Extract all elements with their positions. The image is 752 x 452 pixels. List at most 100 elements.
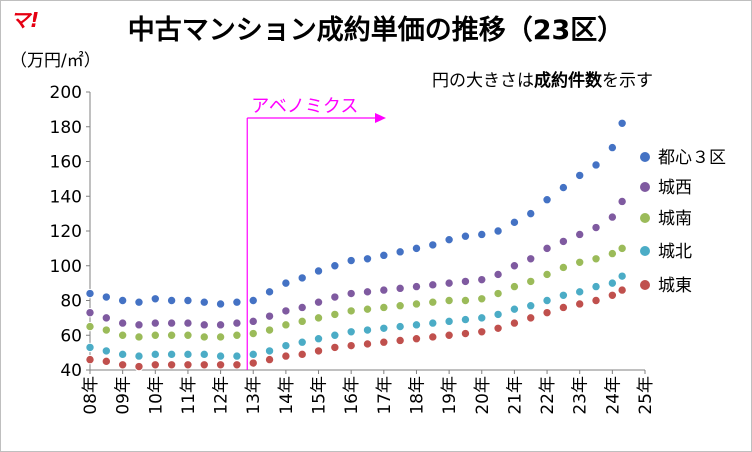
legend-label: 城南 — [658, 209, 692, 229]
data-point — [281, 278, 291, 288]
data-point — [150, 294, 160, 304]
data-point — [117, 360, 128, 370]
data-point — [248, 358, 258, 368]
data-point — [379, 323, 389, 333]
data-point — [183, 295, 193, 306]
y-tick-label: 60 — [60, 326, 82, 346]
data-point — [183, 330, 193, 340]
data-point — [330, 309, 340, 320]
data-point — [134, 361, 144, 372]
data-point — [101, 356, 112, 367]
data-point — [183, 318, 193, 328]
x-tick-label: 08年 — [81, 376, 101, 415]
y-tick-label: 100 — [50, 257, 82, 277]
x-tick-label: 23年 — [571, 376, 591, 415]
data-point — [395, 321, 405, 332]
data-point — [281, 320, 291, 330]
data-point — [166, 295, 177, 306]
data-point — [526, 313, 536, 323]
data-point — [493, 288, 503, 299]
data-point — [134, 297, 144, 307]
data-point — [607, 278, 618, 288]
data-point — [460, 276, 471, 287]
data-point — [477, 274, 487, 285]
y-axis-unit-label: （万円/㎡） — [10, 51, 101, 71]
data-point — [264, 346, 275, 356]
data-point — [411, 334, 422, 344]
x-tick-label: 13年 — [244, 376, 264, 415]
data-point — [460, 328, 471, 339]
data-point — [313, 266, 324, 276]
x-tick-label: 16年 — [342, 376, 362, 415]
data-point — [428, 332, 438, 342]
data-point — [199, 332, 209, 342]
abenomics-arrow-head — [375, 113, 386, 123]
data-point — [297, 316, 307, 327]
data-point — [379, 337, 389, 347]
data-point — [617, 271, 627, 281]
data-point — [199, 360, 209, 370]
data-point — [215, 332, 226, 342]
data-point — [428, 297, 438, 307]
data-point — [428, 240, 438, 250]
data-point — [411, 281, 422, 292]
note-bold-text: 成約件数 — [534, 71, 602, 91]
data-point — [330, 261, 340, 271]
legend-label: 城東 — [658, 276, 692, 296]
y-tick-label: 200 — [50, 83, 82, 103]
data-point — [117, 349, 128, 360]
data-point — [215, 320, 226, 330]
data-point — [558, 302, 569, 313]
data-point — [509, 217, 520, 228]
data-point — [526, 208, 536, 219]
data-point — [607, 290, 618, 300]
data-point — [85, 354, 95, 365]
data-point — [297, 337, 307, 347]
data-point — [607, 142, 618, 153]
data-point — [607, 248, 618, 259]
x-tick-label: 12年 — [212, 376, 232, 415]
legend-label: 城西 — [658, 178, 692, 198]
data-point — [542, 269, 552, 280]
data-point — [150, 318, 160, 328]
y-tick-label: 80 — [60, 292, 82, 312]
data-point — [542, 295, 552, 306]
data-point — [617, 196, 627, 207]
data-point — [362, 304, 373, 314]
data-point — [346, 288, 356, 299]
note-text-1: 円の大きさは — [432, 71, 534, 91]
data-point — [509, 318, 520, 328]
data-point — [313, 334, 324, 344]
data-point — [591, 254, 601, 264]
data-point — [411, 243, 422, 254]
data-point — [166, 330, 177, 340]
legend-label: 城北 — [658, 242, 692, 262]
data-point — [330, 342, 340, 353]
data-point — [264, 354, 275, 365]
data-point — [117, 330, 128, 340]
chart-title: 中古マンション成約単価の推移（23区） — [127, 15, 625, 46]
data-point — [281, 340, 291, 351]
data-point — [428, 280, 438, 290]
data-point — [248, 328, 258, 339]
data-point — [199, 349, 209, 360]
data-point — [591, 160, 601, 170]
data-point — [591, 222, 601, 233]
data-point — [264, 311, 275, 321]
brand-logo: マ! — [10, 8, 40, 32]
data-point — [575, 257, 585, 267]
x-tick-label: 10年 — [146, 376, 166, 415]
data-point — [248, 295, 258, 306]
data-point — [444, 316, 454, 327]
data-point — [134, 332, 144, 342]
data-point — [542, 307, 552, 318]
data-point — [575, 170, 585, 181]
x-tick-label: 19年 — [440, 376, 460, 415]
data-point — [362, 339, 373, 349]
data-point — [477, 294, 487, 304]
data-point — [150, 360, 160, 370]
legend-label: 都心３区 — [658, 148, 726, 168]
data-point — [558, 262, 569, 273]
